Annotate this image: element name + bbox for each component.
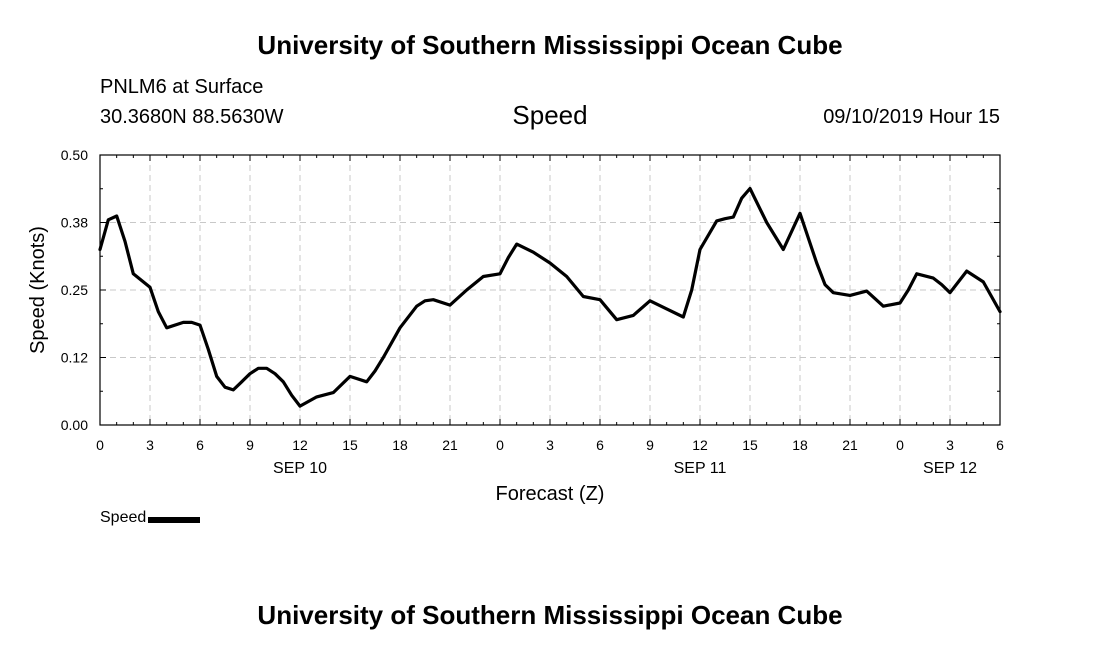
y-tick-label: 0.50	[61, 147, 88, 163]
x-tick-label: 15	[342, 437, 358, 453]
x-tick-label: 3	[546, 437, 554, 453]
chart-title: Speed	[512, 100, 588, 130]
station-label: PNLM6 at Surface	[100, 76, 264, 98]
x-tick-label: 12	[292, 437, 308, 453]
coordinates-label: 30.3680N 88.5630W	[100, 106, 284, 128]
series-line-speed	[98, 186, 1002, 408]
legend: Speed	[100, 509, 201, 527]
y-axis-label: Speed (Knots)	[27, 226, 49, 354]
y-tick-label: 0.38	[61, 215, 88, 231]
x-tick-label: 21	[842, 437, 858, 453]
x-tick-label: 21	[442, 437, 458, 453]
x-tick-label: 9	[246, 437, 254, 453]
x-tick-label: 3	[146, 437, 154, 453]
y-tick-label: 0.12	[61, 350, 88, 366]
y-tick-label: 0.25	[61, 282, 88, 298]
x-axis-label: Forecast (Z)	[496, 483, 605, 505]
y-tick-label: 0.00	[61, 417, 88, 433]
x-tick-label: 6	[596, 437, 604, 453]
x-tick-label: 18	[392, 437, 408, 453]
page-title-top: University of Southern Mississippi Ocean…	[257, 30, 843, 60]
date-label: SEP 12	[923, 460, 977, 477]
x-tick-label: 6	[196, 437, 204, 453]
x-tick-label: 0	[896, 437, 904, 453]
x-tick-label: 0	[96, 437, 104, 453]
legend-label: Speed	[100, 509, 147, 526]
x-tick-label: 0	[496, 437, 504, 453]
x-tick-label: 6	[996, 437, 1004, 453]
date-label: SEP 11	[674, 460, 727, 477]
forecast-datetime: 09/10/2019 Hour 15	[823, 106, 1000, 128]
legend-line-swatch	[148, 516, 201, 523]
page-title-bottom: University of Southern Mississippi Ocean…	[257, 600, 843, 630]
x-tick-label: 3	[946, 437, 954, 453]
x-tick-label: 12	[692, 437, 708, 453]
x-tick-label: 18	[792, 437, 808, 453]
date-label: SEP 10	[273, 460, 327, 477]
x-tick-label: 15	[742, 437, 758, 453]
x-tick-label: 9	[646, 437, 654, 453]
